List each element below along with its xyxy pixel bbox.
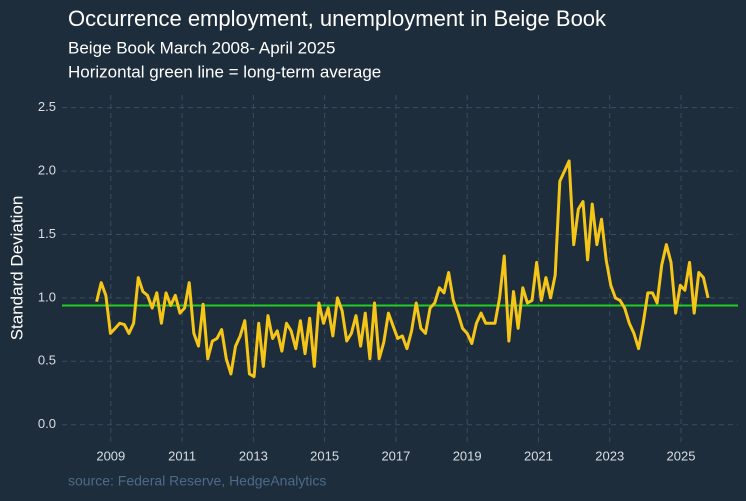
chart-title: Occurrence employment, unemployment in B…	[68, 6, 607, 31]
chart-subtitle: Horizontal green line = long-term averag…	[68, 62, 381, 81]
x-tick-label: 2013	[239, 448, 268, 463]
x-tick-label: 2011	[168, 448, 196, 463]
y-tick-label: 2.0	[38, 163, 56, 178]
data-line	[95, 159, 710, 379]
source-note: source: Federal Reserve, HedgeAnalytics	[68, 473, 326, 489]
y-tick-label: 2.5	[38, 99, 56, 114]
x-tick-label: 2009	[96, 448, 125, 463]
y-tick-label: 1.0	[38, 289, 56, 304]
chart-subtitle: Beige Book March 2008- April 2025	[68, 38, 335, 57]
x-tick-label: 2023	[595, 448, 624, 463]
y-tick-label: 0.0	[38, 416, 56, 431]
y-tick-label: 0.5	[38, 353, 56, 368]
x-tick-label: 2015	[310, 448, 339, 463]
x-tick-label: 2025	[667, 448, 696, 463]
plot-area: 0.0 0.5 1.0 1.5 2.0 2.5 2009 2011 2013 2015 2017 20…	[38, 95, 738, 463]
y-axis-label: Standard Deviation	[7, 196, 26, 341]
x-tick-label: 2021	[524, 448, 553, 463]
x-tick-label: 2017	[381, 448, 410, 463]
x-tick-label: 2019	[453, 448, 482, 463]
y-tick-label: 1.5	[38, 226, 56, 241]
